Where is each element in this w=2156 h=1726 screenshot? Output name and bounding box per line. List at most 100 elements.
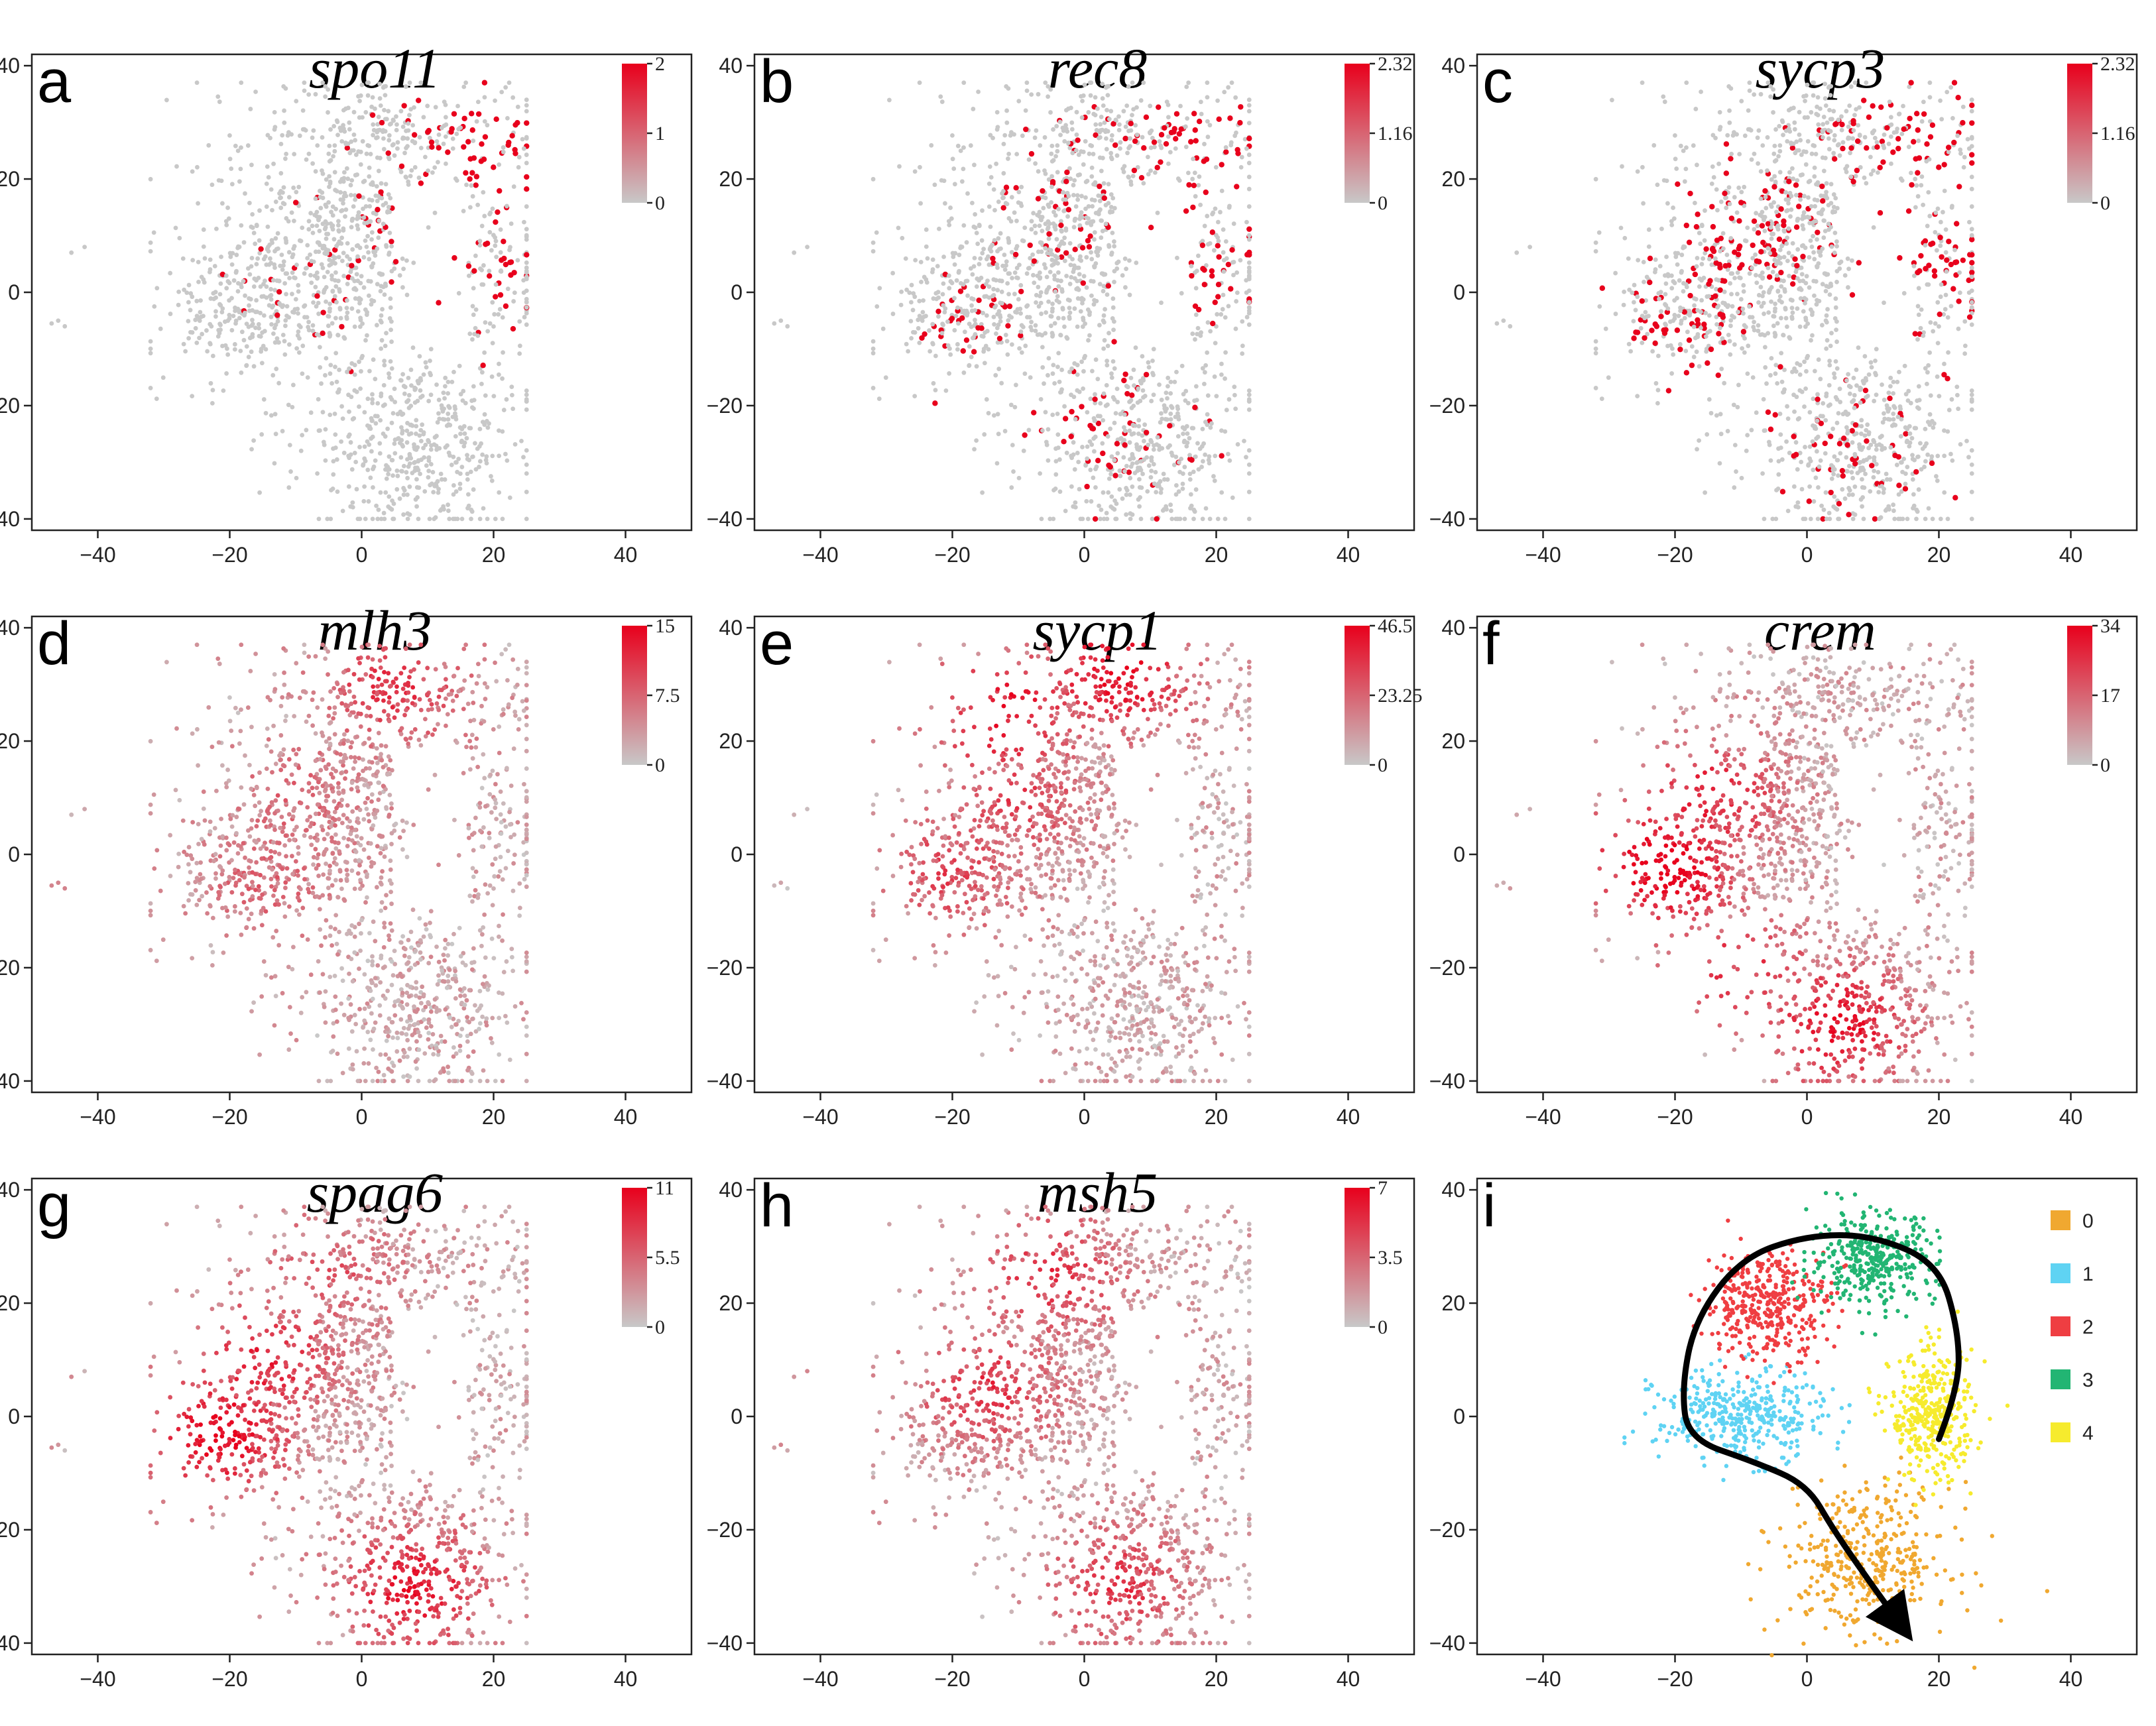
cell-point: [977, 262, 982, 266]
cell-point: [410, 345, 416, 350]
cell-point: [1823, 82, 1828, 87]
cell-point: [329, 209, 333, 215]
cell-point: [481, 80, 488, 86]
cell-point: [1215, 282, 1222, 288]
cell-point: [1048, 110, 1053, 115]
cell-point: [1244, 146, 1249, 151]
cell-point: [261, 282, 266, 286]
cell-point: [1722, 380, 1727, 386]
cell-point: [1946, 350, 1950, 355]
cell-point: [1701, 256, 1706, 261]
x-tick-label: 20: [1927, 543, 1951, 567]
cell-point: [1075, 197, 1081, 202]
cell-point: [1773, 306, 1777, 312]
cell-point: [1179, 363, 1185, 369]
cell-point: [332, 143, 337, 148]
cell-point: [355, 227, 361, 231]
cell-point: [1809, 110, 1814, 115]
cell-point: [991, 314, 996, 319]
cell-point: [916, 317, 921, 322]
cell-point: [1055, 412, 1060, 416]
cell-point: [1130, 453, 1135, 459]
cell-point: [908, 319, 914, 323]
cell-point: [1892, 452, 1898, 459]
cell-point: [361, 285, 367, 290]
cell-point: [1246, 397, 1252, 402]
cell-point: [446, 391, 451, 396]
cell-point: [1823, 156, 1828, 160]
cell-point: [1105, 93, 1110, 97]
cell-point: [1828, 283, 1834, 288]
cell-point: [1776, 472, 1781, 477]
cell-point: [1180, 486, 1185, 491]
cell-point: [369, 230, 375, 235]
cell-point: [324, 231, 329, 237]
cell-point: [371, 298, 377, 304]
cell-point: [1101, 418, 1106, 423]
cell-point: [1095, 414, 1101, 418]
cell-point: [1068, 105, 1073, 111]
cell-point: [1887, 477, 1893, 482]
cell-point: [874, 304, 880, 309]
cell-point: [188, 308, 193, 313]
cell-point: [1693, 107, 1699, 111]
cell-point: [1165, 396, 1169, 401]
cell-point: [1009, 130, 1014, 135]
cell-point: [194, 80, 200, 86]
cell-point: [371, 485, 375, 490]
cell-point: [922, 331, 928, 337]
cell-point: [974, 364, 979, 369]
cell-point: [1064, 273, 1069, 278]
cell-point: [247, 303, 251, 308]
cell-point: [352, 388, 357, 393]
cell-point: [1215, 294, 1221, 300]
cell-point: [1145, 154, 1150, 160]
cell-point: [489, 374, 495, 379]
cell-point: [1115, 400, 1120, 404]
cell-point: [388, 296, 393, 301]
cell-point: [1942, 490, 1947, 495]
cell-point: [233, 308, 237, 314]
cell-point: [1633, 308, 1638, 313]
cell-point: [259, 346, 264, 351]
cell-point: [473, 441, 477, 446]
cell-point: [1734, 210, 1740, 215]
cell-point: [1036, 91, 1041, 97]
cell-point: [1834, 457, 1840, 463]
cell-point: [1076, 152, 1081, 157]
cell-point: [906, 349, 911, 354]
cell-point: [1176, 417, 1181, 422]
cell-point: [378, 318, 383, 323]
cell-point: [1246, 407, 1252, 412]
cell-point: [1827, 363, 1832, 368]
cell-point: [927, 328, 931, 333]
cell-point: [524, 160, 529, 166]
cell-point: [219, 271, 226, 278]
cell-point: [334, 379, 339, 384]
cell-point: [1238, 164, 1244, 170]
cell-point: [1777, 255, 1783, 260]
cell-point: [281, 259, 286, 264]
cell-point: [454, 131, 459, 137]
cell-point: [1130, 422, 1136, 428]
cell-point: [1929, 454, 1935, 459]
cell-point: [1112, 205, 1117, 211]
cell-point: [922, 274, 927, 280]
cell-point: [1775, 289, 1781, 294]
cell-point: [1100, 156, 1105, 160]
cell-point: [377, 96, 383, 101]
cell-point: [1869, 463, 1875, 469]
cell-point: [1070, 257, 1075, 262]
cell-point: [1862, 135, 1868, 140]
cell-point: [1846, 463, 1852, 469]
cell-point: [1767, 251, 1773, 256]
cell-point: [491, 324, 496, 329]
cell-point: [1969, 392, 1974, 398]
cell-point: [524, 322, 529, 327]
cell-point: [349, 262, 355, 268]
cell-point: [1203, 506, 1209, 511]
cell-point: [1234, 299, 1239, 304]
cell-point: [1919, 174, 1925, 179]
cell-point: [1832, 371, 1836, 376]
cell-point: [1720, 231, 1726, 236]
